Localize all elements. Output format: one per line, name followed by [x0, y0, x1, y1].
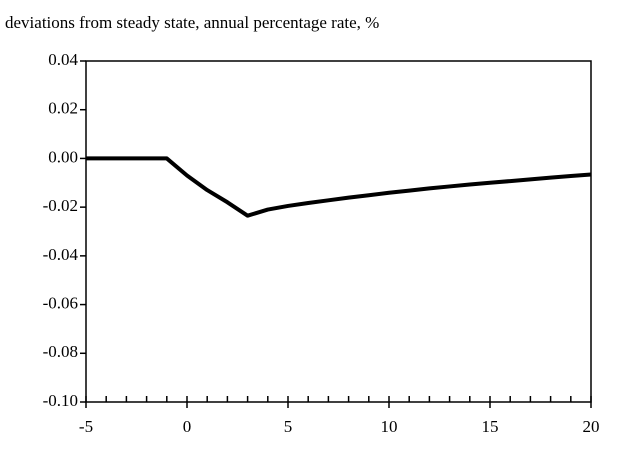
- y-tick-label: 0.00: [48, 147, 78, 166]
- x-tick-label: 20: [583, 417, 600, 436]
- y-tick-label: -0.04: [43, 245, 79, 264]
- y-tick-label: -0.06: [43, 293, 78, 312]
- x-tick-label: -5: [79, 417, 93, 436]
- x-tick-label: 0: [183, 417, 192, 436]
- x-tick-label: 15: [482, 417, 499, 436]
- chart-title: deviations from steady state, annual per…: [5, 13, 379, 32]
- y-tick-label: -0.08: [43, 342, 78, 361]
- y-tick-label: 0.02: [48, 99, 78, 118]
- x-tick-label: 10: [381, 417, 398, 436]
- y-tick-label: -0.10: [43, 391, 78, 410]
- line: [86, 156, 592, 218]
- x-tick-label: 5: [284, 417, 293, 436]
- plot-frame: [85, 60, 592, 403]
- y-tick-label: 0.04: [48, 50, 78, 69]
- y-tick-label: -0.02: [43, 196, 78, 215]
